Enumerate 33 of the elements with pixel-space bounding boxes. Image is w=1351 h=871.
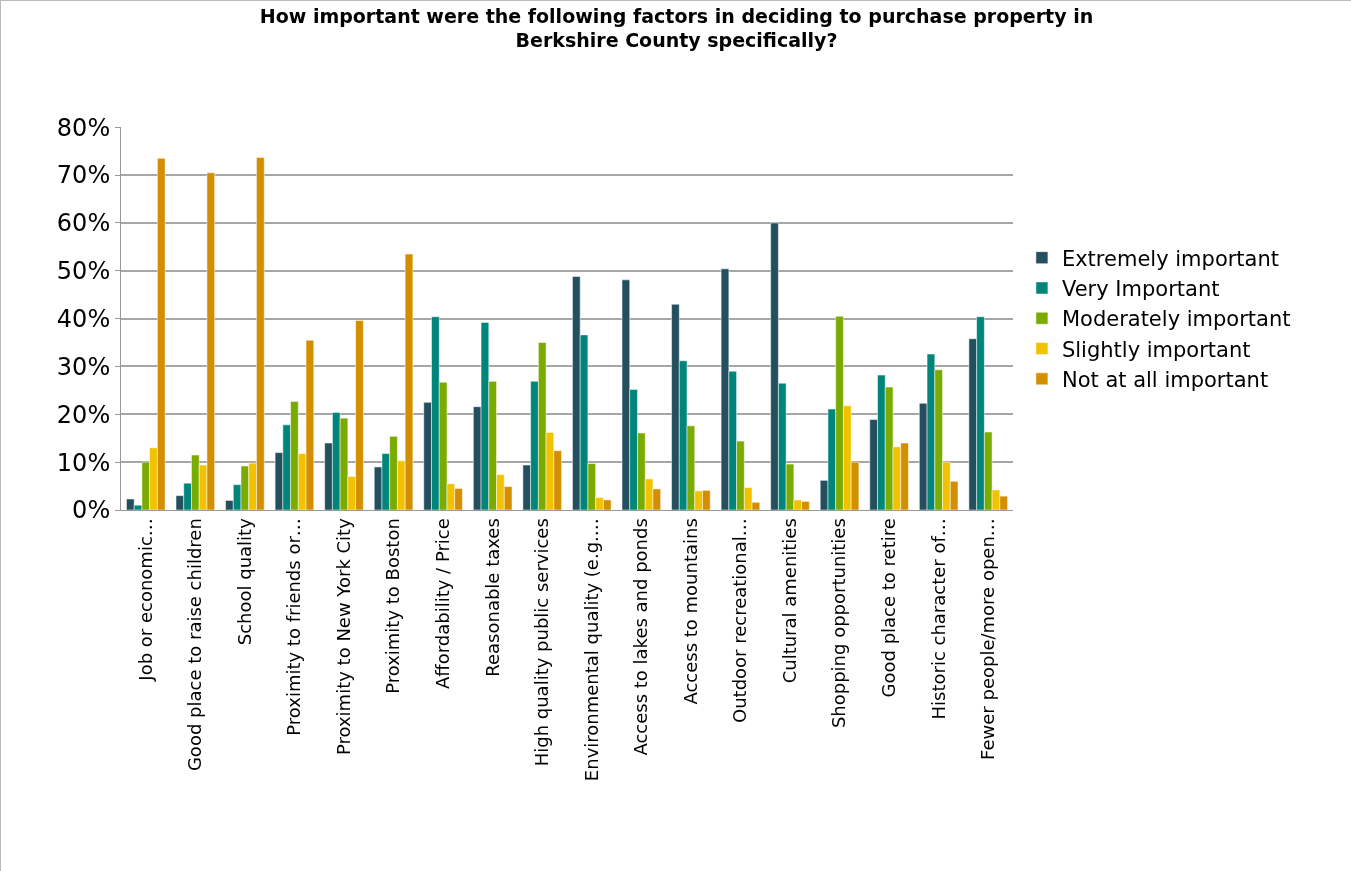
- x-tick-label: Proximity to New York City: [332, 517, 354, 756]
- x-tick-label: Cultural amenities: [778, 518, 800, 684]
- x-tick-label: Good place to retire: [877, 518, 899, 698]
- y-tick-label: 0%: [72, 496, 111, 525]
- x-tick-label: Access to lakes and ponds: [630, 518, 652, 756]
- x-tick-label: Good place to raise children: [184, 518, 206, 772]
- y-tick-label: 20%: [56, 400, 111, 429]
- x-tick-label: Reasonable taxes: [481, 518, 503, 677]
- legend-label: Not at all important: [1061, 368, 1269, 393]
- legend-label: Moderately important: [1061, 307, 1291, 332]
- y-tick-label: 70%: [56, 161, 111, 190]
- x-tick-label: Affordability / Price: [431, 518, 453, 690]
- y-tick-label: 60%: [56, 209, 111, 238]
- x-tick-label: Fewer people/more open…: [977, 518, 999, 760]
- chart-title: How important were the following factors in deciding to purchase property in Berkshire County specifically?: [259, 4, 1094, 52]
- x-tick-label: Proximity to friends or…: [283, 518, 305, 736]
- x-tick-label: Job or economic…: [134, 518, 156, 682]
- x-tick-label: High quality public services: [531, 518, 553, 767]
- y-tick-label: 10%: [56, 448, 111, 477]
- legend-label: Slightly important: [1061, 337, 1251, 362]
- x-tick-label: Shopping opportunities: [828, 518, 850, 729]
- y-tick-label: 30%: [56, 352, 111, 381]
- y-tick-label: 50%: [56, 257, 111, 286]
- legend-label: Very Important: [1061, 277, 1220, 302]
- x-tick-label: Outdoor recreational…: [729, 518, 751, 724]
- x-tick-label: School quality: [233, 517, 255, 646]
- y-tick-label: 80%: [56, 113, 111, 142]
- x-tick-label: Environmental quality (e.g.…: [580, 518, 602, 782]
- x-tick-label: Proximity to Boston: [382, 518, 404, 694]
- y-tick-label: 40%: [56, 305, 111, 334]
- x-tick-label: Access to mountains: [679, 518, 701, 705]
- legend-label: Extremely important: [1061, 246, 1280, 271]
- x-tick-label: Historic character of…: [927, 518, 949, 720]
